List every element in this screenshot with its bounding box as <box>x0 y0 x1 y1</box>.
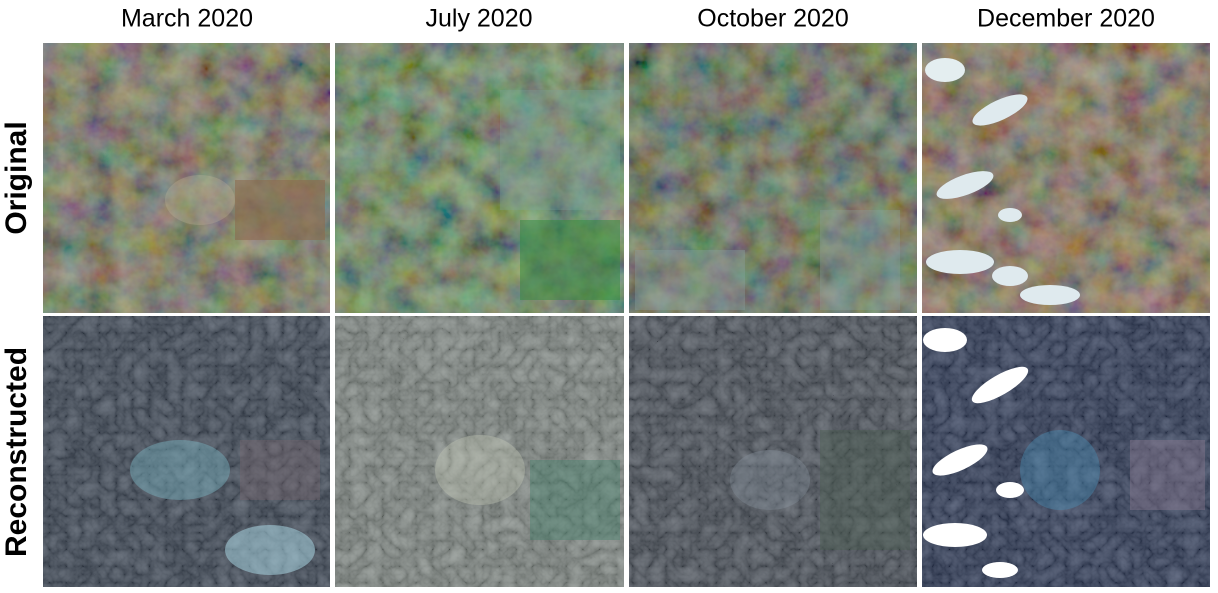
satellite-image <box>335 43 624 313</box>
column-title: March 2020 <box>121 5 253 33</box>
satellite-image <box>335 316 624 587</box>
column-title: October 2020 <box>697 5 849 33</box>
satellite-image <box>43 316 330 587</box>
column-title: July 2020 <box>425 5 532 33</box>
satellite-image <box>922 316 1210 587</box>
column-title: December 2020 <box>977 5 1155 33</box>
satellite-image <box>922 43 1210 313</box>
satellite-image <box>629 43 917 313</box>
row-title: Original <box>0 121 33 234</box>
satellite-image <box>43 43 330 313</box>
satellite-image <box>629 316 917 587</box>
row-title: Reconstructed <box>0 347 33 557</box>
